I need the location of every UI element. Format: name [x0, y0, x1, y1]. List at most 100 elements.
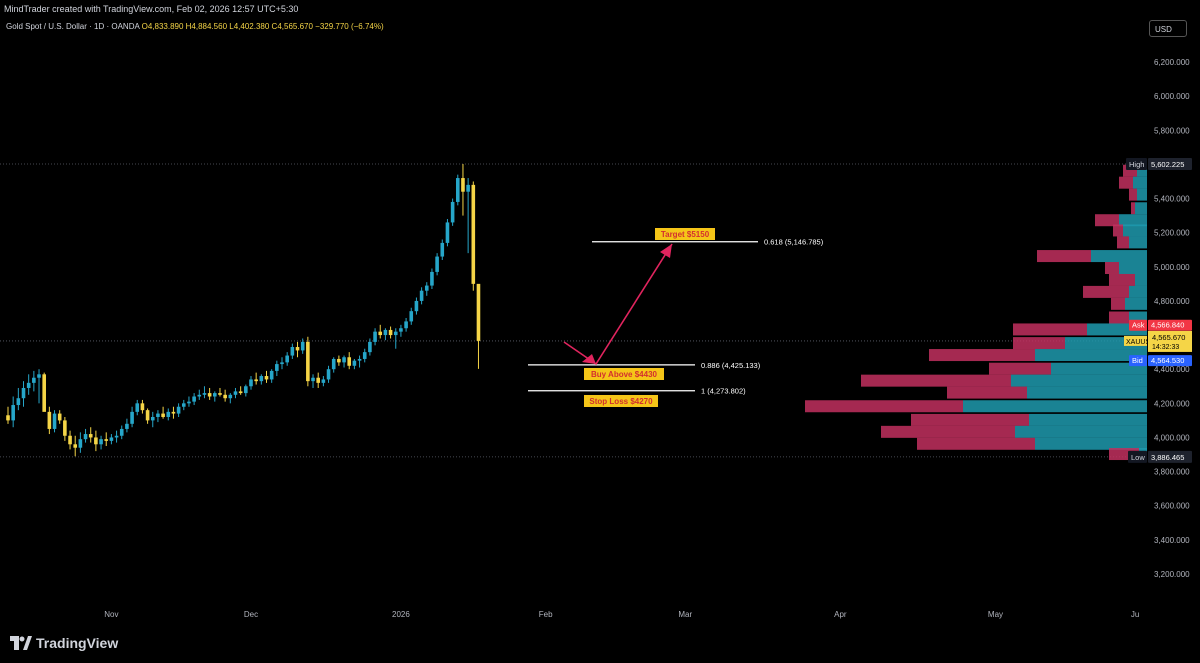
volume-profile-buy-bar	[1129, 236, 1147, 249]
candle-body	[202, 393, 207, 395]
candle-body	[192, 396, 196, 402]
volume-profile-sell-bar	[1095, 214, 1119, 227]
candle	[73, 435, 78, 457]
candle	[238, 386, 243, 395]
candle	[342, 355, 346, 368]
candle-body	[161, 413, 165, 417]
volume-profile-buy-bar	[1137, 164, 1147, 177]
candle	[161, 406, 165, 419]
x-tick-label: Dec	[244, 610, 258, 619]
candle	[321, 376, 326, 387]
last-price-box	[1148, 330, 1192, 352]
candle	[269, 369, 274, 383]
candle	[388, 326, 393, 339]
volume-profile-buy-bar	[1135, 202, 1147, 215]
candle-body	[218, 393, 222, 395]
volume-profile-sell-bar	[917, 437, 1035, 450]
volume-profile-sell-bar	[1013, 323, 1087, 336]
high-value-box	[1148, 158, 1192, 171]
candle-body	[419, 290, 424, 301]
candle	[362, 348, 367, 363]
y-tick-label: 3,600.000	[1154, 502, 1190, 511]
candle-body	[104, 439, 109, 441]
candle-body	[399, 328, 403, 332]
high-value: 5,602.225	[1151, 160, 1184, 169]
y-tick-label: 5,200.000	[1154, 229, 1190, 238]
volume-profile-sell-bar	[947, 386, 1027, 399]
candle	[181, 399, 186, 411]
candle	[166, 408, 171, 421]
y-tick-label: 4,800.000	[1154, 297, 1190, 306]
candle-body	[181, 403, 186, 407]
candle	[254, 372, 258, 385]
volume-profile-buy-bar	[1091, 250, 1147, 263]
candle-body	[16, 398, 21, 406]
candle	[228, 393, 233, 404]
candle	[145, 408, 150, 424]
candle	[393, 328, 398, 349]
arrow-head-entry	[582, 354, 596, 364]
candles[interactable]	[6, 164, 481, 457]
target-label: Target $5150	[661, 230, 710, 239]
x-tick-label: Mar	[678, 610, 692, 619]
currency-selector[interactable]: USD	[1149, 20, 1187, 37]
y-tick-label: 5,800.000	[1154, 126, 1190, 135]
high-label-box	[1126, 158, 1147, 171]
candle	[99, 435, 103, 450]
candle	[32, 370, 36, 392]
candle	[378, 324, 383, 339]
low-label-box	[1128, 450, 1147, 463]
symbol-info-bar[interactable]: Gold Spot / U.S. Dollar · 1D · OANDA O4,…	[6, 22, 384, 31]
candle-body	[476, 283, 481, 341]
candle-body	[373, 331, 377, 342]
ohlc-low: L4,402.380	[229, 22, 270, 31]
tradingview-logo-icon	[10, 636, 32, 650]
candle-body	[326, 369, 331, 380]
candle-body	[409, 311, 414, 322]
bid-value: 4,564.530	[1151, 356, 1184, 365]
price-tags: High 5,602.225 Low 3,886.465 Ask 4,566.840 XAU…	[1124, 158, 1192, 463]
volume-profile-sell-bar	[1113, 224, 1123, 237]
candle-body	[290, 347, 295, 356]
candle-body	[280, 362, 284, 365]
candle-body	[275, 364, 279, 371]
candle	[119, 425, 124, 440]
volume-profile-sell-bar	[929, 349, 1035, 362]
candle	[430, 268, 434, 289]
candle-body	[32, 377, 36, 383]
candle	[461, 164, 465, 216]
candle	[300, 338, 305, 354]
symbol-name[interactable]: Gold Spot / U.S. Dollar · 1D · OANDA	[6, 22, 140, 31]
candle	[424, 282, 429, 296]
candle-body	[37, 374, 41, 378]
trade-arrows[interactable]	[563, 243, 673, 366]
candle-body	[88, 434, 93, 438]
candle	[440, 239, 445, 260]
candle	[94, 430, 98, 452]
candle-body	[352, 360, 357, 366]
y-tick-label: 5,400.000	[1154, 195, 1190, 204]
candle	[192, 393, 196, 406]
trade-annotations[interactable]: Target $5150 Buy Above $4430 Stop Loss $42…	[584, 228, 715, 407]
volume-profile-sell-bar	[1105, 262, 1119, 275]
candle	[187, 396, 191, 407]
candle-body	[306, 341, 310, 382]
candle-body	[223, 394, 227, 399]
candle-body	[264, 376, 269, 380]
candle	[104, 432, 109, 446]
candle	[109, 434, 114, 445]
candle	[218, 387, 222, 397]
candle-body	[176, 406, 181, 414]
candle-body	[73, 444, 78, 448]
candle-body	[228, 394, 233, 399]
candle	[357, 355, 362, 368]
ohlc-change: −329.770 (−6.74%)	[315, 22, 384, 31]
candle	[280, 357, 284, 370]
candle	[419, 287, 424, 305]
fibonacci-levels[interactable]: 0.618 (5,146.785) 0.886 (4,425.133) 1 (4,2…	[528, 238, 824, 396]
chart-attribution: MindTrader created with TradingView.com,…	[4, 4, 299, 14]
x-tick-label: Apr	[834, 610, 847, 619]
candle	[259, 374, 264, 385]
